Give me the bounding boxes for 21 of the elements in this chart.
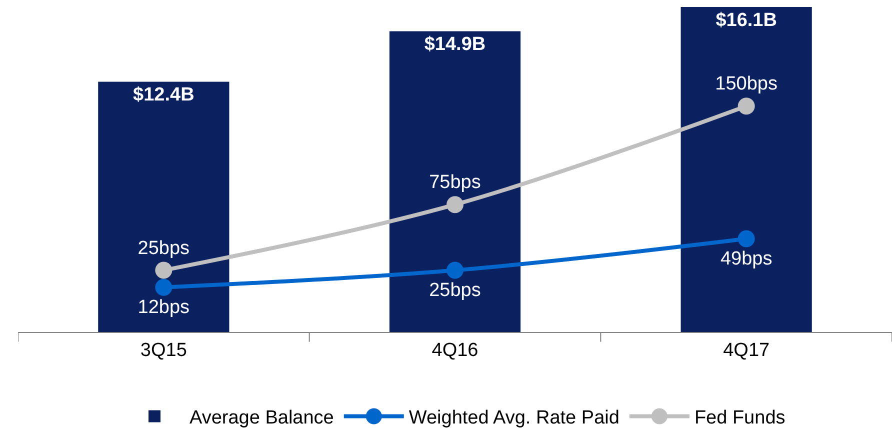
point <box>446 196 464 214</box>
data-label: 49bps <box>720 248 772 270</box>
x-tick-label: 4Q17 <box>723 340 770 361</box>
data-label: 25bps <box>429 280 481 302</box>
point <box>738 230 755 248</box>
point <box>155 278 172 296</box>
x-tick-label: 3Q15 <box>140 340 187 361</box>
data-label: $14.9B <box>424 34 486 56</box>
data-label: $16.1B <box>716 10 777 32</box>
data-label: 150bps <box>715 74 778 95</box>
legend-label: Average Balance <box>190 408 334 429</box>
legend-label: Weighted Avg. Rate Paid <box>408 408 620 429</box>
data-label: 12bps <box>138 297 190 318</box>
data-label: $12.4B <box>133 84 194 106</box>
point <box>446 262 464 279</box>
legend-label: Fed Funds <box>694 408 786 429</box>
point <box>738 98 755 115</box>
point <box>155 262 172 279</box>
x-tick-label: 4Q16 <box>432 340 478 361</box>
data-label: 25bps <box>138 238 190 259</box>
data-label: 75bps <box>429 172 481 194</box>
